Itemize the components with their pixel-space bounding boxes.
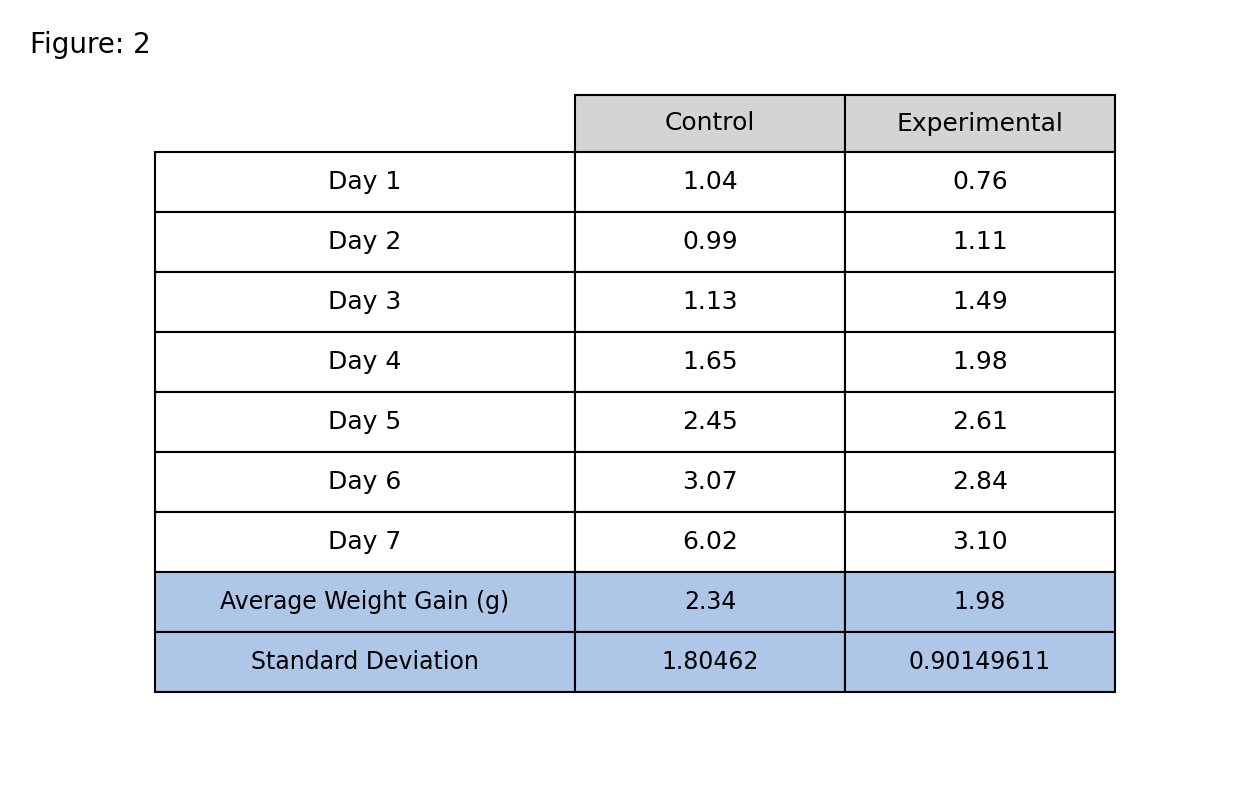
Bar — [574, 512, 845, 572]
Text: Figure: 2: Figure: 2 — [30, 31, 151, 59]
Text: Day 1: Day 1 — [329, 170, 401, 194]
Text: 2.45: 2.45 — [682, 410, 738, 434]
Text: 0.90149611: 0.90149611 — [910, 650, 1050, 674]
Bar — [845, 272, 1115, 332]
Bar — [574, 632, 845, 692]
Bar — [845, 572, 1115, 632]
Text: 0.76: 0.76 — [952, 170, 1008, 194]
Text: 1.65: 1.65 — [683, 350, 738, 374]
Bar — [845, 152, 1115, 212]
Text: 1.49: 1.49 — [952, 290, 1008, 314]
Bar — [845, 332, 1115, 392]
Text: Control: Control — [665, 112, 755, 135]
Bar — [574, 152, 845, 212]
Bar — [155, 452, 574, 512]
Text: 1.13: 1.13 — [683, 290, 738, 314]
Bar — [574, 272, 845, 332]
Bar — [574, 452, 845, 512]
Bar — [845, 452, 1115, 512]
Text: Day 4: Day 4 — [328, 350, 401, 374]
Bar — [155, 212, 574, 272]
Text: 3.07: 3.07 — [683, 470, 738, 494]
Text: 3.10: 3.10 — [952, 530, 1008, 554]
Bar — [574, 95, 845, 152]
Bar — [155, 332, 574, 392]
Bar — [845, 392, 1115, 452]
Text: Day 7: Day 7 — [329, 530, 401, 554]
Bar — [155, 152, 574, 212]
Text: 2.61: 2.61 — [952, 410, 1008, 434]
Text: Day 3: Day 3 — [329, 290, 401, 314]
Text: 1.04: 1.04 — [682, 170, 738, 194]
Bar — [845, 512, 1115, 572]
Text: Average Weight Gain (g): Average Weight Gain (g) — [221, 590, 510, 614]
Text: 1.80462: 1.80462 — [662, 650, 759, 674]
Bar — [155, 572, 574, 632]
Text: 6.02: 6.02 — [682, 530, 738, 554]
Bar — [574, 392, 845, 452]
Text: Standard Deviation: Standard Deviation — [250, 650, 478, 674]
Bar — [155, 512, 574, 572]
Text: Day 5: Day 5 — [329, 410, 401, 434]
Bar — [155, 632, 574, 692]
Text: 2.84: 2.84 — [952, 470, 1008, 494]
Text: Day 2: Day 2 — [328, 230, 401, 254]
Bar — [574, 572, 845, 632]
Bar — [574, 332, 845, 392]
Text: 2.34: 2.34 — [684, 590, 736, 614]
Text: Day 6: Day 6 — [328, 470, 401, 494]
Text: 1.98: 1.98 — [953, 590, 1007, 614]
Bar — [845, 95, 1115, 152]
Text: Experimental: Experimental — [897, 112, 1063, 135]
Bar — [155, 272, 574, 332]
Text: 0.99: 0.99 — [683, 230, 738, 254]
Bar — [574, 212, 845, 272]
Bar — [845, 632, 1115, 692]
Bar — [155, 392, 574, 452]
Bar — [845, 212, 1115, 272]
Text: 1.98: 1.98 — [952, 350, 1008, 374]
Text: 1.11: 1.11 — [952, 230, 1008, 254]
